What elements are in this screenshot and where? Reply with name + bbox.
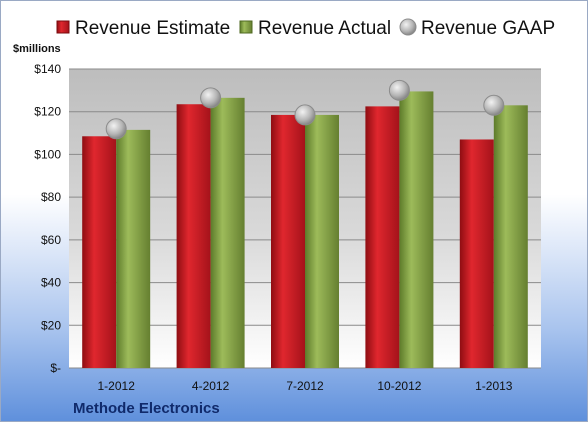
legend-item-estimate: Revenue Estimate <box>56 18 230 39</box>
marker-revenue-gaap <box>388 79 410 101</box>
marker-revenue-gaap <box>200 87 222 109</box>
x-tick-label: 4-2012 <box>192 379 230 393</box>
legend-label-estimate: Revenue Estimate <box>75 18 230 39</box>
bar-revenue-estimate <box>271 114 305 369</box>
bar-revenue-estimate <box>176 104 211 368</box>
y-tick-label: $60 <box>41 233 61 247</box>
legend-swatch-actual <box>239 20 253 34</box>
bar-revenue-actual <box>116 129 151 368</box>
y-tick-label: $- <box>50 361 61 375</box>
marker-revenue-gaap <box>294 104 316 126</box>
y-tick-label: $100 <box>34 147 61 161</box>
bar-revenue-estimate <box>459 139 494 368</box>
x-tick-label: 1-2012 <box>98 379 136 393</box>
y-tick-label: $140 <box>34 62 61 76</box>
bar-revenue-actual <box>210 97 245 368</box>
bar-revenue-actual <box>493 105 528 369</box>
marker-revenue-gaap <box>483 94 505 116</box>
legend-item-actual: Revenue Actual <box>239 18 391 39</box>
marker-revenue-gaap <box>105 118 127 140</box>
legend-item-gaap: Revenue GAAP <box>399 18 555 39</box>
x-tick-label: 7-2012 <box>286 379 324 393</box>
legend-swatch-gaap <box>399 18 417 36</box>
x-tick-label: 1-2013 <box>475 379 513 393</box>
legend-label-gaap: Revenue GAAP <box>421 18 555 39</box>
bar-revenue-actual <box>305 114 339 369</box>
y-axis-ticks: $- $20 $40 $60 $80 $100 $120 $140 <box>34 62 61 375</box>
company-name: Methode Electronics <box>73 400 220 417</box>
bars <box>82 91 528 369</box>
legend-label-actual: Revenue Actual <box>258 18 391 39</box>
unit-label: $millions <box>13 43 61 55</box>
y-tick-label: $20 <box>41 318 61 332</box>
gaap-markers <box>105 79 505 140</box>
legend-swatch-estimate <box>56 20 70 34</box>
bar-revenue-estimate <box>365 106 400 368</box>
x-tick-label: 10-2012 <box>377 379 421 393</box>
y-tick-label: $40 <box>41 276 61 290</box>
bar-revenue-actual <box>399 91 434 369</box>
x-axis-ticks: 1-2012 4-2012 7-2012 10-2012 1-2013 <box>98 379 513 393</box>
legend: Revenue Estimate Revenue Actual Revenue … <box>56 18 555 39</box>
y-tick-label: $120 <box>34 105 61 119</box>
bar-revenue-estimate <box>82 136 117 368</box>
y-tick-label: $80 <box>41 190 61 204</box>
